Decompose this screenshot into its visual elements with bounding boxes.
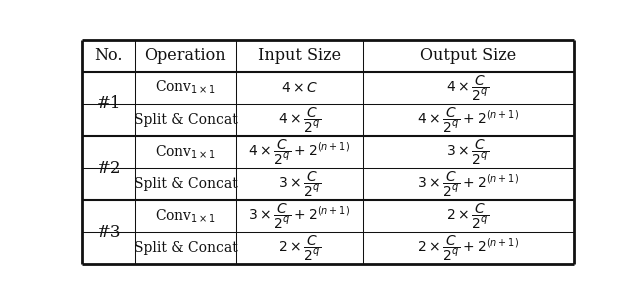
Text: $3 \times \dfrac{C}{2^q} + 2^{(n+1)}$: $3 \times \dfrac{C}{2^q} + 2^{(n+1)}$ <box>417 169 519 199</box>
Text: $4 \times \dfrac{C}{2^q}$: $4 \times \dfrac{C}{2^q}$ <box>447 73 490 103</box>
Text: Input Size: Input Size <box>258 47 341 64</box>
Text: $2 \times \dfrac{C}{2^q}$: $2 \times \dfrac{C}{2^q}$ <box>447 201 490 231</box>
Text: $3 \times \dfrac{C}{2^q} + 2^{(n+1)}$: $3 \times \dfrac{C}{2^q} + 2^{(n+1)}$ <box>248 201 351 231</box>
Text: Conv$_{1\times1}$: Conv$_{1\times1}$ <box>155 79 216 97</box>
Text: Conv$_{1\times1}$: Conv$_{1\times1}$ <box>155 207 216 225</box>
Text: Split & Concat: Split & Concat <box>134 177 237 191</box>
Text: $2 \times \dfrac{C}{2^q} + 2^{(n+1)}$: $2 \times \dfrac{C}{2^q} + 2^{(n+1)}$ <box>417 234 519 263</box>
Text: Output Size: Output Size <box>420 47 516 64</box>
Text: Split & Concat: Split & Concat <box>134 113 237 127</box>
Text: #2: #2 <box>96 160 121 177</box>
Text: $4 \times \dfrac{C}{2^q}$: $4 \times \dfrac{C}{2^q}$ <box>278 105 321 135</box>
Text: $3 \times \dfrac{C}{2^q}$: $3 \times \dfrac{C}{2^q}$ <box>278 169 321 199</box>
Text: $2 \times \dfrac{C}{2^q}$: $2 \times \dfrac{C}{2^q}$ <box>278 234 321 263</box>
Text: $4 \times \dfrac{C}{2^q} + 2^{(n+1)}$: $4 \times \dfrac{C}{2^q} + 2^{(n+1)}$ <box>248 137 351 167</box>
Text: #3: #3 <box>96 224 121 241</box>
Text: Conv$_{1\times1}$: Conv$_{1\times1}$ <box>155 143 216 161</box>
Text: $3 \times \dfrac{C}{2^q}$: $3 \times \dfrac{C}{2^q}$ <box>447 137 490 167</box>
Text: Split & Concat: Split & Concat <box>134 241 237 255</box>
Text: Operation: Operation <box>145 47 226 64</box>
Text: No.: No. <box>94 47 123 64</box>
Text: #1: #1 <box>96 95 121 112</box>
Text: $4 \times C$: $4 \times C$ <box>281 81 318 95</box>
Text: $4 \times \dfrac{C}{2^q} + 2^{(n+1)}$: $4 \times \dfrac{C}{2^q} + 2^{(n+1)}$ <box>417 105 519 135</box>
